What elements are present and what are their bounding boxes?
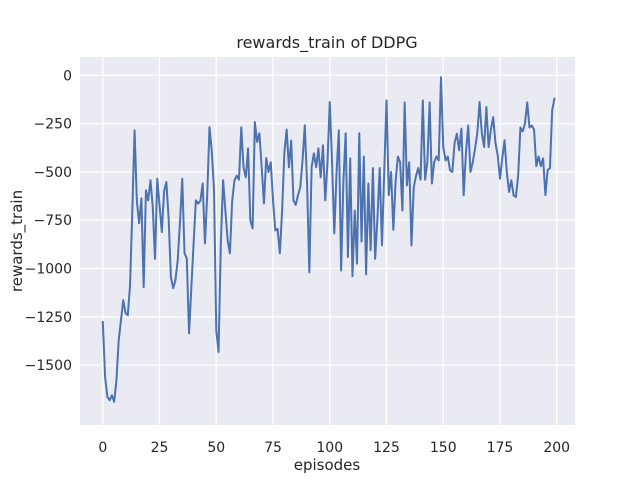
x-tick-label: 100 [316,440,343,456]
y-tick-label: 0 [63,68,72,84]
x-tick-label: 75 [264,440,282,456]
x-axis-label: episodes [294,456,361,474]
y-tick-label: −1000 [25,262,72,278]
x-tick-label: 125 [373,440,400,456]
x-tick-label: 175 [487,440,514,456]
y-tick-label: −750 [34,213,72,229]
x-tick-label: 0 [98,440,107,456]
x-tick-label: 150 [430,440,457,456]
y-tick-label: −250 [34,117,72,133]
x-tick-label: 200 [543,440,570,456]
chart-title: rewards_train of DDPG [236,33,417,53]
x-tick-labels: 0 25 50 75 100 125 150 175 200 [98,440,570,456]
y-tick-label: −500 [34,165,72,181]
x-tick-label: 50 [207,440,225,456]
rewards-line [101,76,556,403]
y-axis-label: rewards_train [8,190,27,292]
x-tick-label: 25 [151,440,169,456]
y-tick-label: −1500 [25,358,72,374]
y-tick-label: −1250 [25,310,72,326]
y-tick-labels: 0 −250 −500 −750 −1000 −1250 −1500 [25,68,72,374]
